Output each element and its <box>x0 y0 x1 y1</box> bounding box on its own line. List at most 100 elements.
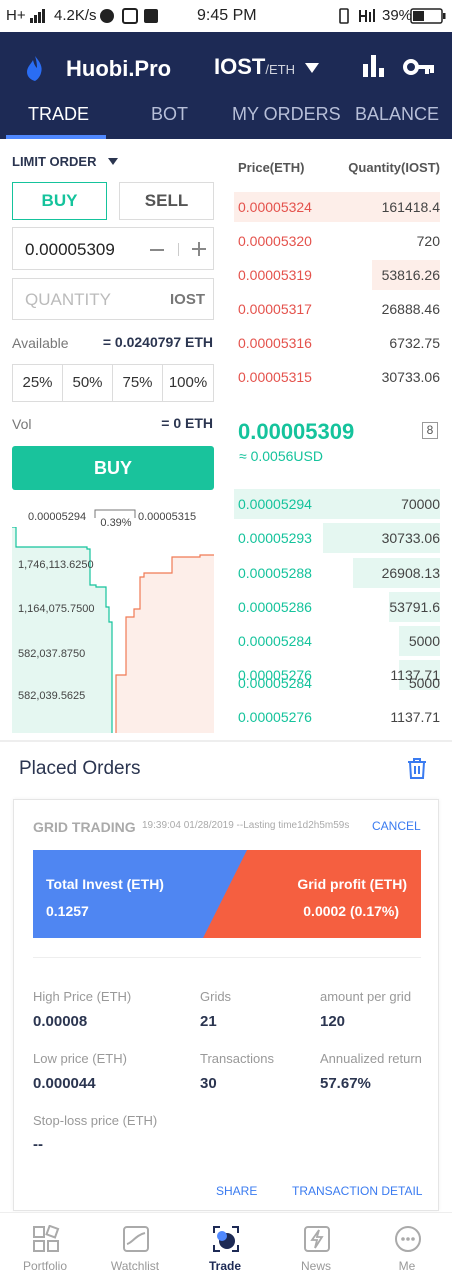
bid-row[interactable]: 0.00005294 70000 <box>234 489 440 519</box>
app-header: Huobi.Pro IOST/ETH TRADE BOT MY ORDERS B… <box>0 32 452 139</box>
share-button[interactable]: SHARE <box>216 1184 258 1198</box>
bid-quantity: 53791.6 <box>389 599 440 615</box>
vibrate-icon <box>339 8 349 24</box>
percent-25-button[interactable]: 25% <box>12 364 63 402</box>
huobi-logo-icon <box>27 56 42 81</box>
battery-icon <box>410 8 446 24</box>
order-type-selector[interactable]: LIMIT ORDER <box>12 154 119 169</box>
buy-submit-button[interactable]: BUY <box>12 446 214 490</box>
grid-order-card: GRID TRADING 19:39:04 01/28/2019 --Lasti… <box>13 799 439 1211</box>
bid-quantity: 5000 <box>408 675 440 691</box>
watchlist-icon <box>123 1226 149 1252</box>
tab-trade[interactable]: TRADE <box>28 104 90 124</box>
tab-bot[interactable]: BOT <box>151 104 189 124</box>
ask-price: 0.00005324 <box>238 199 312 215</box>
percent-100-button[interactable]: 100% <box>162 364 214 402</box>
bid-price: 0.00005288 <box>238 565 312 581</box>
cancel-button[interactable]: CANCEL <box>372 819 421 833</box>
quantity-unit: IOST <box>169 291 205 308</box>
ask-depth-bar <box>234 192 440 222</box>
portfolio-icon <box>33 1225 60 1252</box>
available-label: Available <box>12 335 69 351</box>
ask-quantity: 161418.4 <box>381 199 440 215</box>
buy-side-button[interactable]: BUY <box>12 182 107 220</box>
bid-depth-bar <box>398 626 440 656</box>
ask-row[interactable]: 0.00005324 161418.4 <box>234 192 440 222</box>
available-value: = 0.0240797 ETH <box>102 334 213 350</box>
pair-selector[interactable]: IOST/ETH <box>214 54 320 80</box>
ask-row[interactable]: 0.00005316 6732.75 <box>234 328 440 358</box>
battery-percent: 39% <box>382 7 413 24</box>
transactions-value: 30 <box>200 1075 217 1092</box>
quantity-placeholder: QUANTITY <box>25 290 111 309</box>
ask-quantity: 53816.26 <box>381 267 440 283</box>
brand-name: Huobi.Pro <box>66 56 172 81</box>
nav-me[interactable]: Me <box>362 1213 452 1280</box>
order-meta: 19:39:04 01/28/2019 --Lasting time1d2h5m… <box>142 820 350 831</box>
chart-bars-icon[interactable] <box>362 54 386 78</box>
plus-icon[interactable] <box>191 241 207 257</box>
me-icon <box>395 1226 421 1252</box>
bid-row[interactable]: 0.00005293 30733.06 <box>234 523 440 553</box>
signal-h-icon <box>359 9 375 22</box>
bid-row[interactable]: 0.00005288 26908.13 <box>234 558 440 588</box>
sell-side-button[interactable]: SELL <box>119 182 214 220</box>
news-icon <box>304 1226 330 1252</box>
amount-per-grid-label: amount per grid <box>320 989 412 1004</box>
minus-icon[interactable] <box>149 242 165 258</box>
depth-level-1: 1,746,113.6250 <box>18 559 94 571</box>
clock: 9:45 PM <box>197 7 257 24</box>
nav-portfolio[interactable]: Portfolio <box>0 1213 90 1280</box>
profit-value: 0.0002 (0.17%) <box>303 903 399 919</box>
ask-row[interactable]: 0.00005315 30733.06 <box>234 362 440 392</box>
nav-trade[interactable]: Trade <box>180 1213 270 1280</box>
nav-watchlist[interactable]: Watchlist <box>90 1213 180 1280</box>
ask-price: 0.00005320 <box>238 233 312 249</box>
depth-spread: 0.39% <box>100 517 132 529</box>
price-input[interactable]: 0.00005309 <box>12 227 214 270</box>
tab-balance[interactable]: BALANCE <box>355 104 440 124</box>
bid-price: 0.00005284 <box>238 633 312 649</box>
bid-depth-bar <box>234 489 440 519</box>
bid-quantity: 5000 <box>408 633 440 649</box>
bid-row[interactable]: 0.00005284 5000 <box>234 626 440 656</box>
nav-news[interactable]: News <box>271 1213 361 1280</box>
bid-depth-bar <box>353 558 440 588</box>
bid-quantity: 1137.71 <box>390 667 440 683</box>
ask-row[interactable]: 0.00005317 26888.46 <box>234 294 440 324</box>
bottom-nav: Portfolio Watchlist Trade News Me <box>0 1212 452 1280</box>
last-price: 0.00005309 <box>238 419 355 444</box>
status-bar: H+ 4.2K/s 9:45 PM 39% <box>0 0 452 32</box>
precision-badge[interactable]: 8 <box>422 422 438 439</box>
bid-quantity: 26908.13 <box>381 565 440 581</box>
percent-50-button[interactable]: 50% <box>62 364 113 402</box>
nav-portfolio-label: Portfolio <box>22 1259 68 1273</box>
bid-row[interactable]: 0.00005286 53791.6 <box>234 592 440 622</box>
key-icon[interactable] <box>403 58 435 76</box>
percent-75-button[interactable]: 75% <box>112 364 163 402</box>
transaction-detail-button[interactable]: TRANSACTION DETAIL <box>292 1184 423 1198</box>
amount-per-grid-value: 120 <box>320 1013 346 1030</box>
ask-row[interactable]: 0.00005319 53816.26 <box>234 260 440 290</box>
bid-row[interactable]: 0.00005276 1137.71 <box>234 660 440 690</box>
depth-level-2: 1,164,075.7500 <box>18 603 95 615</box>
vol-label: Vol <box>12 416 32 432</box>
grids-value: 21 <box>200 1013 217 1030</box>
transactions-label: Transactions <box>200 1051 274 1066</box>
bid-row[interactable]: 0.00005284 5000 <box>234 668 440 698</box>
quantity-input[interactable]: QUANTITY IOST <box>12 278 214 320</box>
nav-news-label: News <box>300 1259 331 1273</box>
bid-row[interactable]: 0.00005276 1137.71 <box>234 702 440 732</box>
ask-quantity: 720 <box>416 233 440 249</box>
bid-quantity: 30733.06 <box>381 530 440 546</box>
tab-my-orders[interactable]: MY ORDERS <box>232 104 341 124</box>
stop-loss-label: Stop-loss price (ETH) <box>33 1113 158 1128</box>
ask-row[interactable]: 0.00005320 720 <box>234 226 440 256</box>
trash-icon[interactable] <box>405 756 429 780</box>
order-type-label: LIMIT ORDER <box>12 154 97 169</box>
last-price-usd: ≈ 0.0056USD <box>239 448 323 464</box>
bid-price: 0.00005284 <box>238 675 312 691</box>
high-price-value: 0.00008 <box>33 1013 88 1030</box>
gallery-icon <box>144 9 158 23</box>
low-price-label: Low price (ETH) <box>33 1051 127 1066</box>
